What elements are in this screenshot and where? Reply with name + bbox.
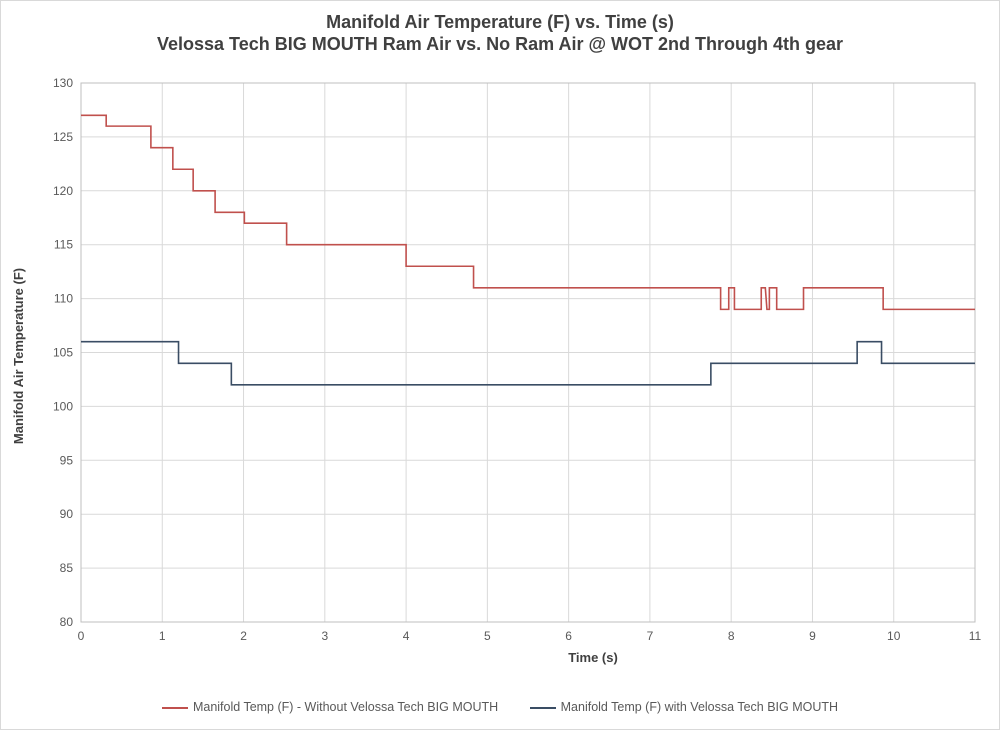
- svg-text:10: 10: [887, 629, 901, 643]
- svg-text:105: 105: [53, 346, 73, 360]
- svg-text:5: 5: [484, 629, 491, 643]
- svg-text:110: 110: [54, 292, 73, 306]
- svg-text:0: 0: [78, 629, 85, 643]
- svg-text:Time (s): Time (s): [568, 650, 618, 665]
- svg-text:1: 1: [159, 629, 166, 643]
- svg-text:Manifold Air Temperature (F): Manifold Air Temperature (F): [11, 268, 26, 444]
- svg-text:7: 7: [647, 629, 654, 643]
- svg-text:11: 11: [969, 629, 982, 643]
- svg-text:4: 4: [403, 629, 410, 643]
- svg-text:90: 90: [60, 507, 74, 521]
- svg-text:120: 120: [53, 184, 73, 198]
- svg-text:85: 85: [60, 561, 74, 575]
- svg-text:125: 125: [53, 130, 73, 144]
- svg-text:8: 8: [728, 629, 735, 643]
- svg-text:80: 80: [60, 615, 74, 629]
- svg-text:9: 9: [809, 629, 816, 643]
- svg-text:95: 95: [60, 453, 74, 467]
- svg-text:6: 6: [565, 629, 572, 643]
- svg-text:115: 115: [54, 238, 73, 252]
- svg-text:130: 130: [53, 76, 73, 90]
- svg-text:2: 2: [240, 629, 247, 643]
- svg-text:100: 100: [53, 399, 73, 413]
- svg-text:3: 3: [321, 629, 328, 643]
